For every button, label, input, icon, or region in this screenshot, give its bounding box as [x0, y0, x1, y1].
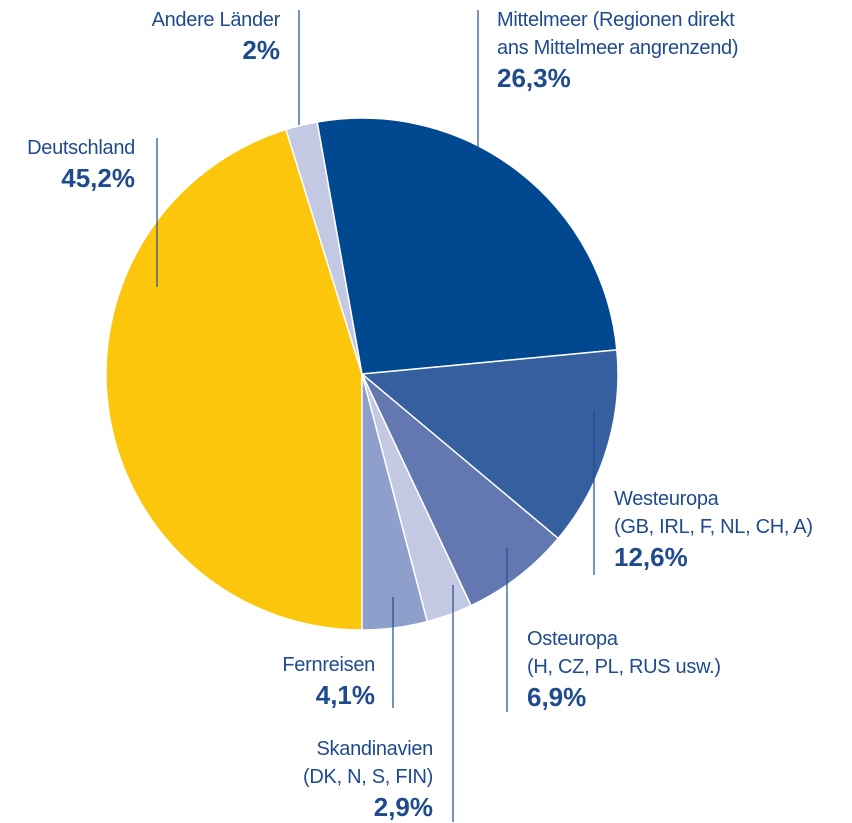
- pie-slice: [361, 373, 429, 631]
- slice-label: Westeuropa (GB, IRL, F, NL, CH, A) 12,6%: [614, 485, 813, 573]
- value-label: 12,6%: [614, 542, 688, 572]
- pie-slice: [361, 373, 560, 607]
- value-label: 4,1%: [315, 680, 375, 710]
- category-label: Mittelmeer (Regionen direkt ans Mittelme…: [497, 9, 739, 59]
- category-label: Deutschland: [27, 137, 135, 159]
- value-label: 26,3%: [497, 63, 571, 93]
- category-label: Osteuropa (H, CZ, PL, RUS usw.): [527, 628, 721, 678]
- slice-label: Fernreisen 4,1%: [282, 651, 375, 711]
- value-label: 6,9%: [527, 682, 587, 712]
- pie-slice: [105, 128, 363, 631]
- value-label: 45,2%: [61, 163, 135, 193]
- pie-slice: [360, 349, 619, 540]
- category-label: Westeuropa (GB, IRL, F, NL, CH, A): [614, 488, 813, 538]
- category-label: Fernreisen: [282, 654, 375, 676]
- pie-slice: [316, 117, 618, 375]
- category-label: Andere Länder: [151, 9, 281, 31]
- slice-label: Deutschland 45,2%: [27, 134, 135, 194]
- slice-label: Andere Länder 2%: [151, 6, 281, 66]
- slice-label: Mittelmeer (Regionen direkt ans Mittelme…: [497, 6, 739, 94]
- slice-label: Skandinavien (DK, N, S, FIN) 2,9%: [303, 735, 433, 823]
- category-label: Skandinavien (DK, N, S, FIN): [303, 738, 433, 788]
- value-label: 2,9%: [373, 792, 433, 822]
- slice-label: Osteuropa (H, CZ, PL, RUS usw.) 6,9%: [527, 625, 721, 713]
- value-label: 2%: [242, 35, 280, 65]
